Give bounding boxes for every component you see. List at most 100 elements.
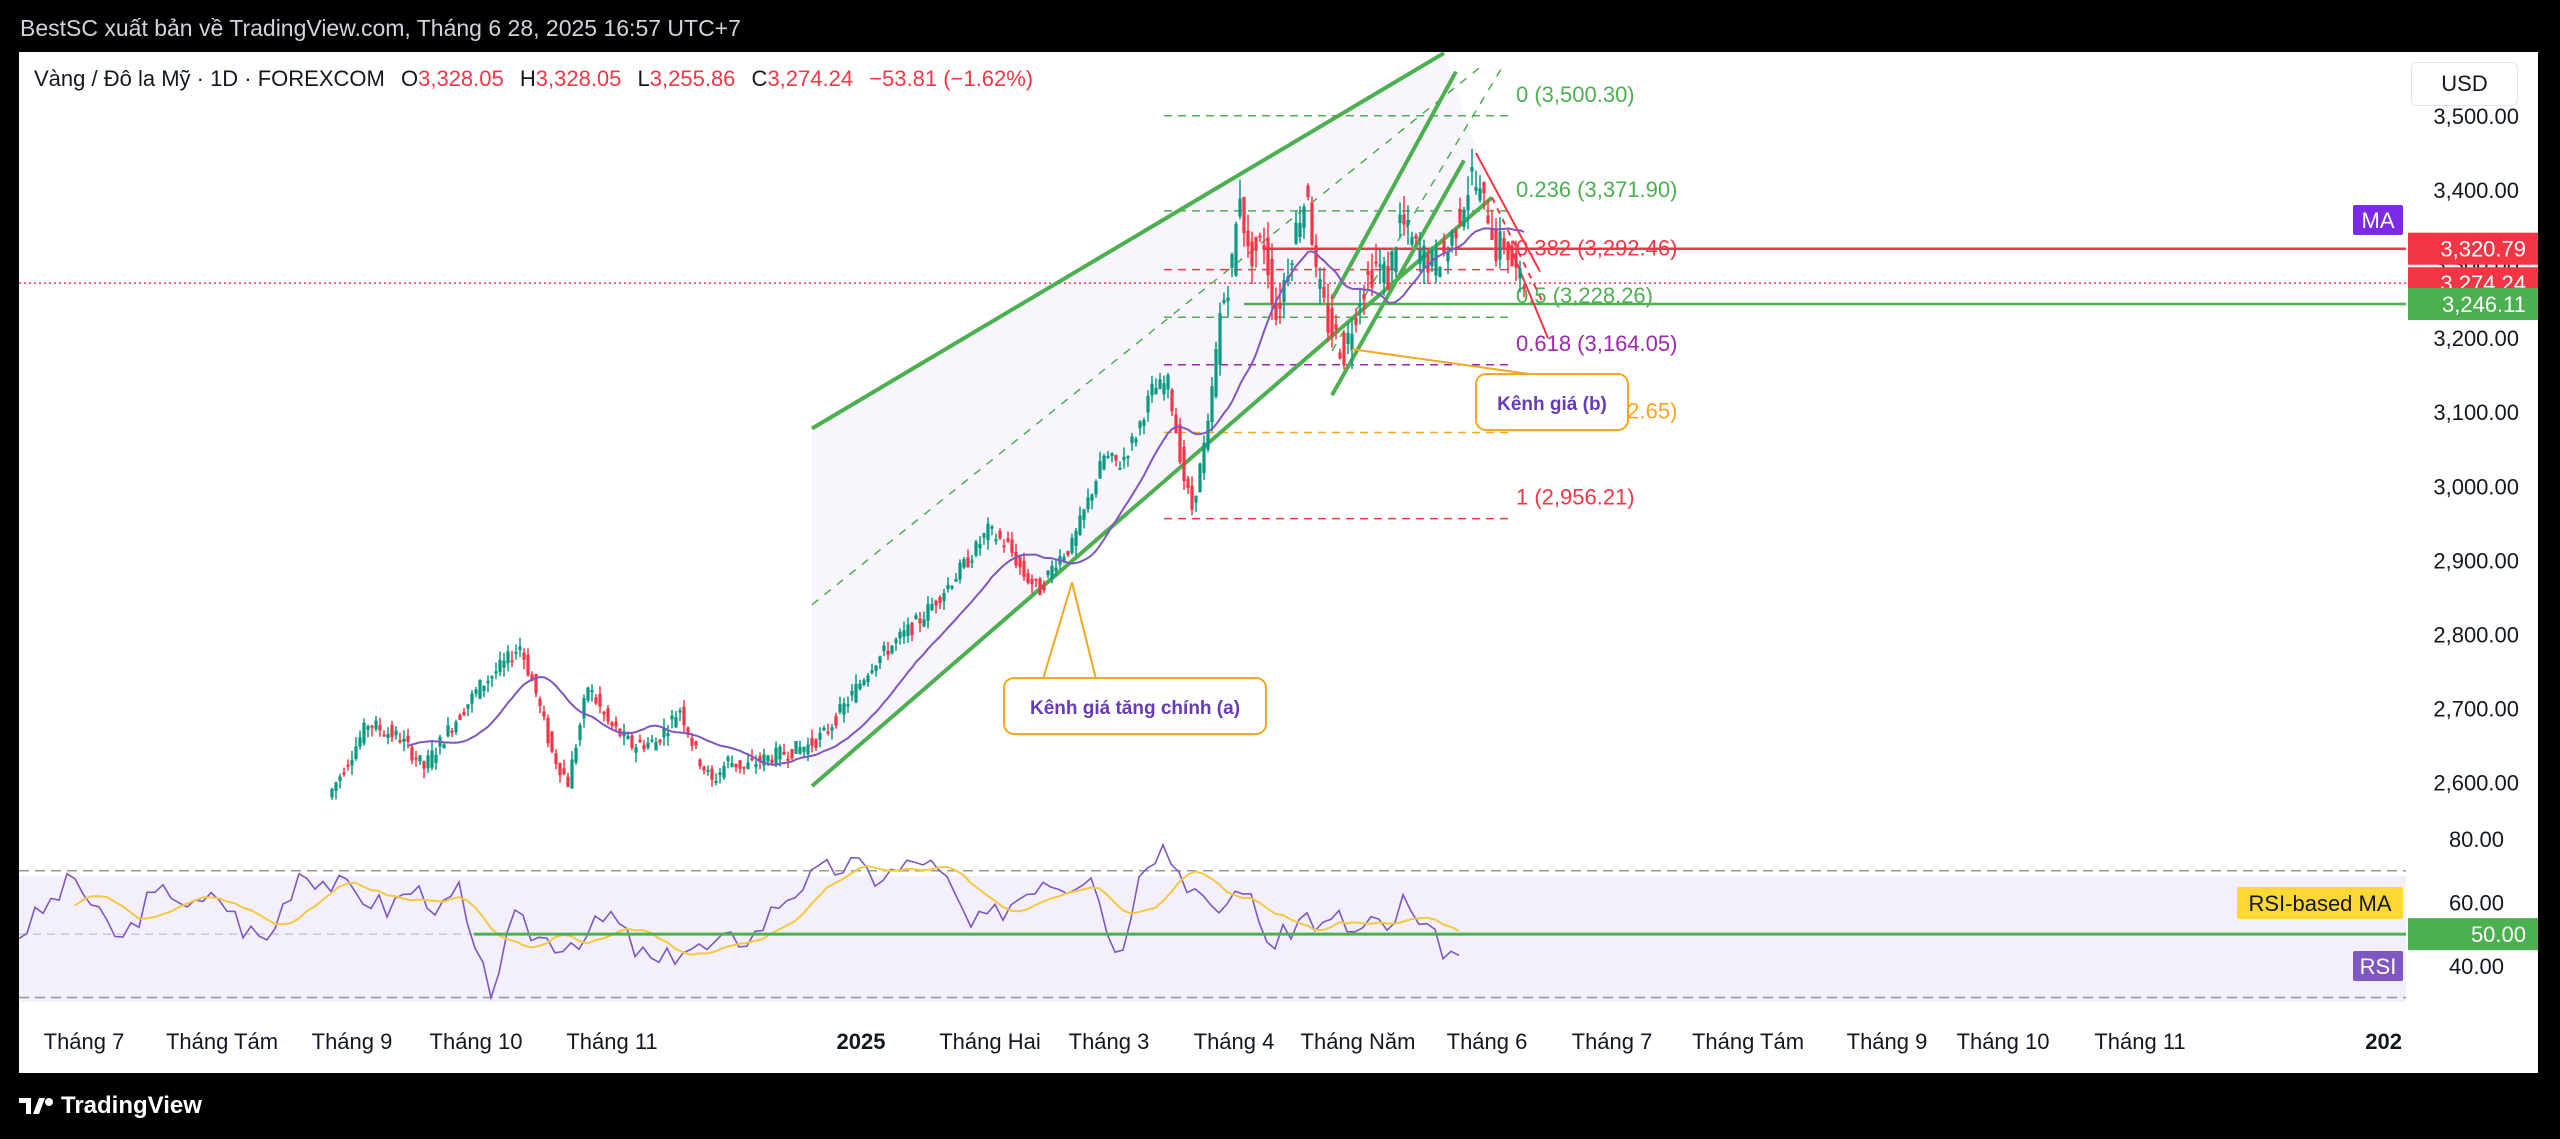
- open-value: 3,328.05: [418, 66, 504, 91]
- candle-body: [1150, 383, 1154, 396]
- trend-channels[interactable]: [810, 52, 1549, 788]
- candle-body: [738, 760, 742, 769]
- candle-body: [1402, 214, 1406, 225]
- candle-body: [398, 740, 402, 743]
- price-tick: 3,000.00: [2433, 474, 2519, 499]
- candle-body: [674, 717, 678, 728]
- candle-body: [1502, 237, 1506, 249]
- candle-body: [934, 600, 938, 606]
- tradingview-logo[interactable]: TradingView: [19, 1092, 202, 1120]
- candle-body: [1074, 530, 1078, 546]
- candle-body: [374, 720, 378, 730]
- fib-label-0: 0 (3,500.30): [1516, 82, 1635, 107]
- price-tick: 3,500.00: [2433, 104, 2519, 129]
- candle-body: [1258, 235, 1262, 238]
- channel-shading: [812, 53, 1492, 787]
- candle-body: [1290, 263, 1294, 266]
- time-axis[interactable]: Tháng 7 Tháng Tám Tháng 9 Tháng 10 Tháng 11 2…: [44, 1029, 2402, 1054]
- candle-body: [1002, 545, 1006, 548]
- candle-body: [930, 604, 934, 611]
- open-label: O: [400, 66, 419, 91]
- candle-body: [662, 727, 666, 738]
- candle-body: [362, 722, 366, 744]
- candle-body: [470, 693, 474, 704]
- candle-body: [474, 689, 478, 694]
- candle-body: [1078, 515, 1082, 535]
- candle-body: [1318, 279, 1322, 289]
- candle-body: [1274, 303, 1278, 320]
- ma-tag: MA: [2362, 208, 2395, 233]
- candle-body: [1146, 395, 1150, 413]
- candle-body: [1466, 194, 1470, 211]
- candle-body: [758, 756, 762, 762]
- rsi-50-tag-bg: [2408, 918, 2538, 951]
- time-tick: Tháng Năm: [1301, 1029, 1416, 1054]
- candle-body: [518, 646, 522, 651]
- candle-body: [946, 584, 950, 590]
- chart-canvas[interactable]: 0 (3,500.30)0.236 (3,371.90)0.382 (3,292…: [19, 52, 2538, 1073]
- candle-body: [978, 543, 982, 549]
- low-label: L: [637, 66, 650, 91]
- candle-body: [858, 683, 862, 690]
- candle-body: [1378, 264, 1382, 267]
- candle-body: [710, 768, 714, 780]
- candle-body: [610, 722, 614, 726]
- candle-body: [830, 727, 834, 731]
- candle-body: [1178, 424, 1182, 463]
- candle-body: [994, 539, 998, 542]
- candle-body: [742, 766, 746, 769]
- annotation-text: Kênh giá tăng chính (a): [1030, 698, 1240, 719]
- price-tick: 2,800.00: [2433, 622, 2519, 647]
- candle-body: [1250, 241, 1254, 267]
- candle-body: [1422, 245, 1426, 269]
- candle-body: [1226, 297, 1230, 302]
- candle-body: [1062, 557, 1066, 561]
- price-tick: 2,700.00: [2433, 696, 2519, 721]
- chart-panel[interactable]: 0 (3,500.30) 0.236 (3,371.90) 0.382 (3,292…: [19, 52, 2538, 1073]
- time-tick: Tháng 10: [430, 1029, 523, 1054]
- candle-body: [382, 734, 386, 737]
- moving-average-line: [407, 227, 1525, 766]
- candle-body: [1070, 537, 1074, 553]
- candle-body: [894, 639, 898, 644]
- candle-body: [1010, 539, 1014, 553]
- candle-body: [402, 738, 406, 742]
- candle-body: [1158, 379, 1162, 389]
- candle-body: [1374, 261, 1378, 264]
- close-label: C: [751, 66, 768, 91]
- rsi-tag: RSI: [2360, 954, 2397, 979]
- high-label: H: [519, 66, 536, 91]
- annotations[interactable]: Kênh giá tăng chính (a) Kênh giá (b): [1003, 348, 1629, 735]
- candle-body: [338, 776, 342, 781]
- candle-body: [386, 733, 390, 738]
- price-axis[interactable]: 3,500.003,400.003,300.003,200.003,100.00…: [2237, 104, 2538, 981]
- candle-body: [718, 772, 722, 776]
- price-tick: 3,200.00: [2433, 326, 2519, 351]
- rsi-ma-line: [74, 864, 1460, 956]
- candle-body: [1042, 585, 1046, 591]
- time-tick: Tháng 9: [312, 1029, 393, 1054]
- candle-body: [542, 711, 546, 717]
- symbol-name[interactable]: Vàng / Đô la Mỹ · 1D · FOREXCOM: [34, 66, 385, 91]
- candle-body: [1094, 481, 1098, 495]
- candle-body: [1442, 240, 1446, 253]
- candle-body: [1430, 250, 1434, 267]
- candle-body: [1198, 463, 1202, 493]
- candle-body: [1294, 222, 1298, 244]
- candle-body: [446, 725, 450, 737]
- candle-body: [1490, 227, 1494, 241]
- candle-body: [598, 694, 602, 707]
- symbol-legend[interactable]: Vàng / Đô la Mỹ · 1D · FOREXCOM O3,328.0…: [34, 66, 1033, 92]
- candle-body: [910, 622, 914, 636]
- time-tick: 202: [2365, 1029, 2402, 1054]
- candle-body: [786, 758, 790, 761]
- currency-button[interactable]: USD: [2411, 62, 2518, 106]
- candle-body: [1102, 455, 1106, 470]
- candle-body: [686, 727, 690, 735]
- candle-body: [1370, 269, 1374, 288]
- candle-body: [682, 706, 686, 726]
- candle-body: [866, 675, 870, 683]
- candle-body: [798, 746, 802, 754]
- candle-body: [1354, 317, 1358, 326]
- candle-body: [1450, 231, 1454, 246]
